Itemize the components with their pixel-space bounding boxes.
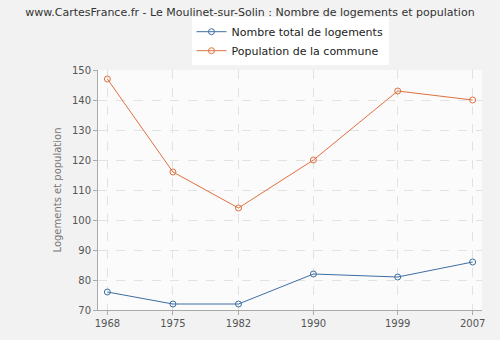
svg-text:1999: 1999	[385, 318, 410, 329]
svg-text:Logements et population: Logements et population	[52, 127, 63, 252]
svg-text:150: 150	[72, 65, 91, 76]
svg-text:1990: 1990	[301, 318, 326, 329]
svg-text:Nombre total de logements: Nombre total de logements	[232, 26, 383, 39]
svg-text:140: 140	[72, 95, 91, 106]
svg-text:2007: 2007	[460, 318, 485, 329]
svg-text:80: 80	[78, 275, 91, 286]
svg-text:1975: 1975	[160, 318, 185, 329]
svg-text:1968: 1968	[95, 318, 120, 329]
svg-text:70: 70	[78, 305, 91, 316]
svg-text:1982: 1982	[226, 318, 251, 329]
svg-text:120: 120	[72, 155, 91, 166]
svg-text:100: 100	[72, 215, 91, 226]
svg-text:110: 110	[72, 185, 91, 196]
svg-text:www.CartesFrance.fr - Le Mouli: www.CartesFrance.fr - Le Moulinet-sur-So…	[25, 6, 474, 19]
svg-text:90: 90	[78, 245, 91, 256]
svg-text:130: 130	[72, 125, 91, 136]
svg-text:Population de la commune: Population de la commune	[232, 45, 379, 58]
